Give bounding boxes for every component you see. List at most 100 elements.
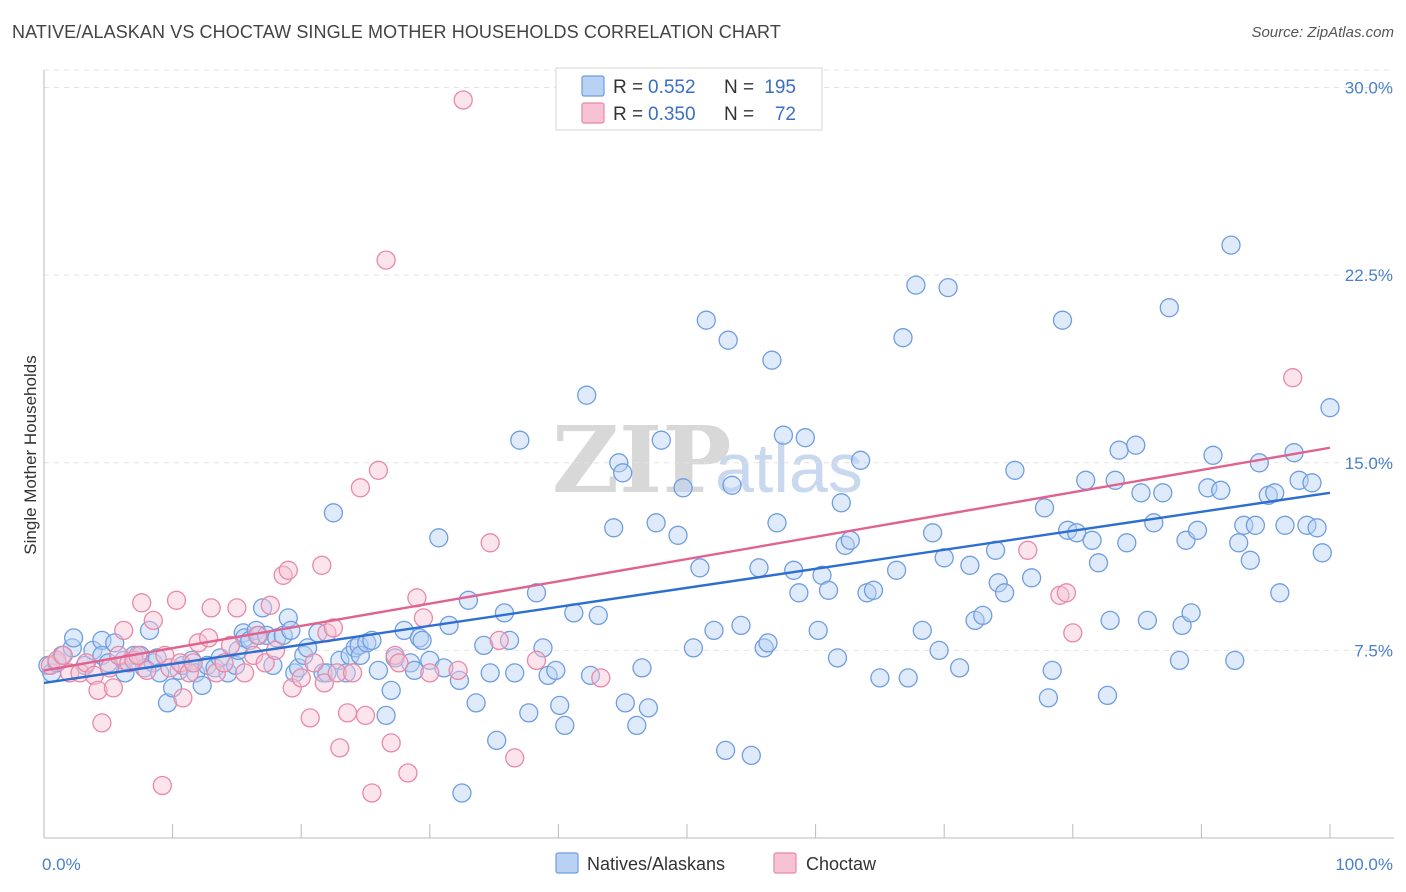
- bottom-legend-label-natives: Natives/Alaskans: [587, 854, 725, 874]
- point-choctaw-24: [173, 688, 193, 708]
- y-axis-label: Single Mother Households: [21, 355, 40, 554]
- y-tick-label-3: 30.0%: [1345, 79, 1393, 98]
- point-natives-102: [632, 658, 652, 678]
- legend-n-label-natives: N =: [724, 77, 754, 98]
- point-choctaw-56: [362, 783, 382, 803]
- point-natives-168: [1117, 533, 1137, 553]
- bottom-legend-swatch-choctaw: [773, 852, 797, 874]
- point-natives-39: [252, 598, 273, 618]
- point-choctaw-49: [323, 618, 344, 638]
- point-choctaw-46: [312, 555, 332, 575]
- point-natives-126: [808, 620, 828, 641]
- point-natives-185: [1229, 533, 1249, 553]
- point-natives-145: [938, 277, 958, 298]
- point-natives-124: [789, 583, 809, 603]
- point-natives-92: [555, 715, 575, 736]
- point-natives-100: [615, 693, 635, 713]
- point-natives-147: [960, 555, 980, 575]
- trend-lines: [43, 446, 1331, 685]
- point-natives-188: [1245, 515, 1266, 535]
- point-natives-192: [1270, 583, 1290, 603]
- point-choctaw-70: [505, 748, 525, 768]
- point-natives-84: [505, 663, 525, 683]
- x-tick-label-0: 0.0%: [42, 855, 81, 874]
- point-choctaw-68: [480, 533, 500, 553]
- point-natives-139: [898, 668, 918, 688]
- point-natives-103: [638, 698, 659, 718]
- point-natives-64: [381, 680, 401, 701]
- point-natives-152: [994, 583, 1015, 603]
- point-choctaw-61: [389, 653, 409, 673]
- grid-lines: [44, 69, 1394, 651]
- point-natives-151: [988, 573, 1008, 593]
- point-natives-104: [646, 513, 666, 533]
- point-natives-137: [886, 560, 907, 580]
- point-choctaw-12: [114, 620, 134, 641]
- point-natives-88: [533, 638, 553, 658]
- point-natives-142: [922, 523, 943, 543]
- point-natives-136: [870, 668, 890, 688]
- point-natives-165: [1100, 610, 1120, 631]
- bottom-legend-swatch-natives: [555, 852, 579, 874]
- legend-r-label-natives: R =: [613, 77, 643, 98]
- point-natives-96: [588, 605, 608, 626]
- point-natives-135: [863, 580, 884, 600]
- point-choctaw-57: [368, 460, 389, 480]
- point-natives-17: [139, 620, 160, 641]
- point-natives-161: [1076, 470, 1096, 490]
- point-choctaw-69: [489, 630, 509, 651]
- point-choctaw-50: [327, 663, 347, 683]
- point-natives-157: [1042, 660, 1062, 681]
- point-natives-98: [609, 453, 629, 473]
- bottom-legend-label-choctaw: Choctaw: [806, 854, 877, 874]
- point-natives-80: [480, 663, 500, 683]
- point-natives-197: [1302, 473, 1322, 493]
- legend-n-value-natives: 195: [764, 77, 796, 98]
- point-choctaw-33: [227, 598, 247, 618]
- legend-n-value-choctaw: 72: [775, 104, 796, 125]
- point-choctaw-55: [355, 705, 376, 726]
- axes: [43, 70, 1394, 839]
- point-choctaw-58: [376, 250, 396, 270]
- point-choctaw-47: [314, 673, 334, 693]
- point-natives-107: [673, 478, 693, 498]
- point-natives-162: [1082, 530, 1102, 550]
- point-natives-87: [526, 583, 547, 603]
- point-natives-45: [281, 620, 301, 641]
- point-natives-199: [1312, 543, 1332, 563]
- point-natives-116: [741, 745, 761, 766]
- point-choctaw-8: [92, 713, 112, 733]
- chart-source: Source: ZipAtlas.com: [1251, 24, 1394, 41]
- point-natives-76: [452, 783, 472, 803]
- point-choctaw-73: [1018, 540, 1038, 560]
- point-natives-172: [1144, 513, 1164, 533]
- watermark: ZIP atlas: [552, 406, 863, 514]
- point-choctaw-17: [137, 660, 157, 681]
- point-natives-53: [323, 503, 344, 523]
- point-natives-86: [519, 703, 539, 723]
- point-choctaw-41: [278, 560, 298, 580]
- legend-swatch-natives: [581, 75, 605, 97]
- point-natives-164: [1097, 685, 1118, 706]
- point-natives-63: [376, 705, 396, 726]
- point-choctaw-7: [88, 680, 108, 701]
- point-natives-108: [683, 638, 704, 658]
- point-natives-120: [762, 350, 782, 370]
- point-natives-189: [1249, 453, 1269, 473]
- point-natives-94: [577, 385, 597, 405]
- point-natives-83: [499, 630, 520, 651]
- point-choctaw-16: [132, 593, 152, 613]
- x-tick-label-1: 100.0%: [1335, 855, 1393, 874]
- legend-r-value-choctaw: 0.350: [648, 104, 696, 125]
- point-natives-62: [368, 660, 389, 681]
- point-choctaw-2: [53, 645, 73, 666]
- point-natives-193: [1275, 515, 1295, 535]
- point-choctaw-43: [291, 668, 311, 688]
- point-choctaw-66: [448, 660, 468, 681]
- point-natives-111: [704, 620, 724, 641]
- point-natives-106: [668, 525, 688, 545]
- point-natives-41: [263, 655, 283, 676]
- point-choctaw-67: [453, 90, 473, 110]
- point-natives-160: [1067, 523, 1087, 543]
